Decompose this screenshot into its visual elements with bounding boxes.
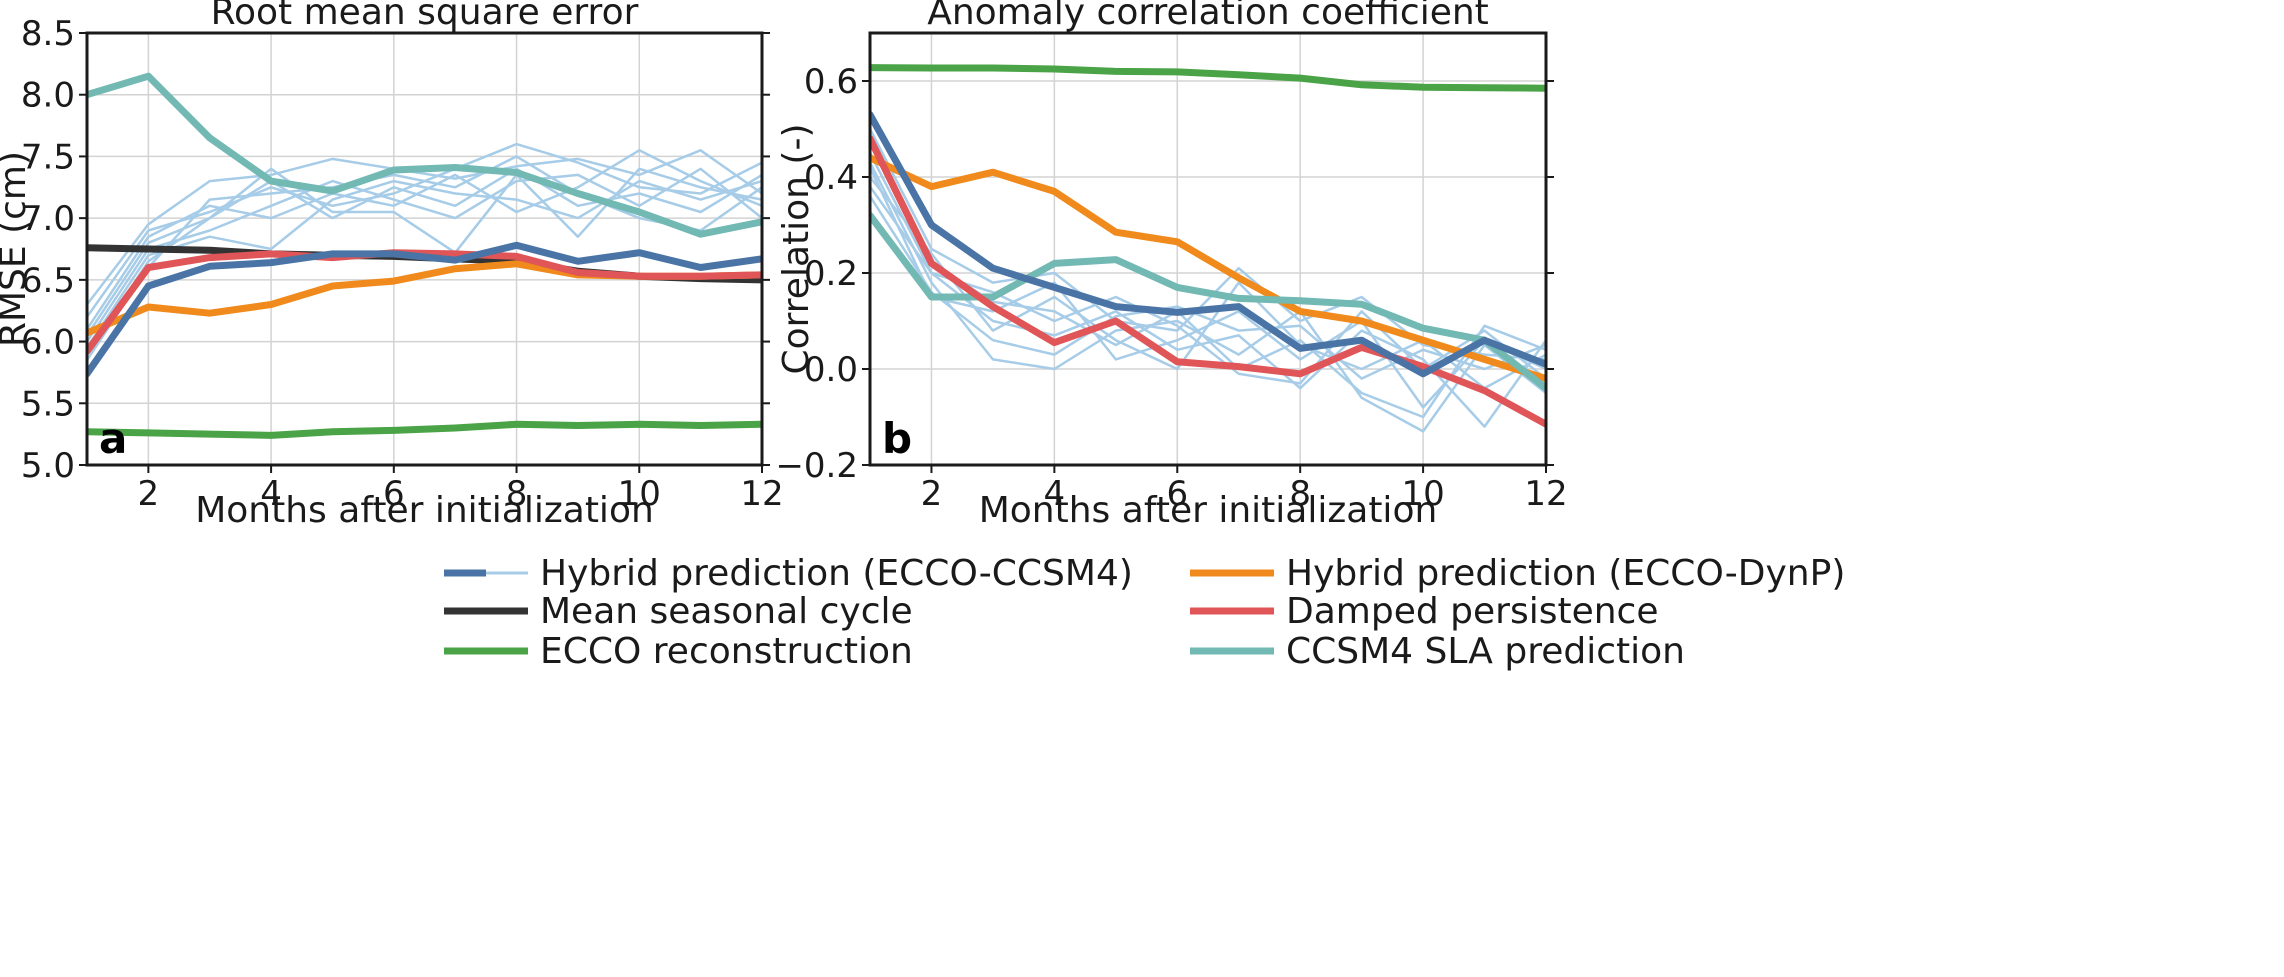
y-tick-label: 6.5 bbox=[21, 261, 75, 301]
legend-item: Hybrid prediction (ECCO-CCSM4) bbox=[444, 553, 1133, 594]
y-axis-title: Correlation (-) bbox=[776, 123, 817, 374]
legend-item: ECCO reconstruction bbox=[444, 631, 913, 672]
ensemble-member-line bbox=[87, 167, 762, 356]
y-tick-label: −0.2 bbox=[775, 446, 858, 486]
x-tick-label: 4 bbox=[1044, 474, 1066, 514]
y-tick-label: 8.0 bbox=[21, 76, 75, 116]
x-tick-label: 12 bbox=[1524, 474, 1567, 514]
legend-item: Damped persistence bbox=[1190, 591, 1658, 632]
y-tick-label: 7.0 bbox=[21, 199, 75, 239]
legend: Hybrid prediction (ECCO-CCSM4) Hybrid pre… bbox=[444, 553, 1845, 672]
y-tick-label: 7.5 bbox=[21, 137, 75, 177]
ensemble-member-line bbox=[87, 155, 762, 362]
x-axis-title: Months after initialization bbox=[195, 490, 654, 531]
legend-label: ECCO reconstruction bbox=[540, 631, 913, 672]
x-tick-label: 8 bbox=[506, 474, 528, 514]
y-axis-title: RMSE (cm) bbox=[0, 151, 34, 347]
series-line-ecco-reconstruction bbox=[870, 64, 1546, 92]
panel-letter: a bbox=[99, 414, 127, 463]
series-line-ccsm4-sla-prediction bbox=[87, 72, 762, 238]
ensemble-member-line bbox=[870, 185, 1546, 385]
legend-label: CCSM4 SLA prediction bbox=[1286, 631, 1685, 672]
ensemble-member-line bbox=[87, 167, 762, 337]
series-line-hybrid-prediction-ecco-ccsm4 bbox=[870, 111, 1546, 378]
legend-label: Hybrid prediction (ECCO-DynP) bbox=[1286, 553, 1845, 594]
series-line-ecco-reconstruction bbox=[87, 420, 762, 439]
y-tick-label: 5.0 bbox=[21, 446, 75, 486]
series-line-damped-persistence bbox=[87, 249, 762, 355]
plot-area bbox=[87, 72, 762, 439]
plot-frame bbox=[868, 31, 1548, 467]
legend-label: Damped persistence bbox=[1286, 591, 1658, 632]
ensemble-member-line bbox=[87, 149, 762, 331]
panel-letter: b bbox=[882, 414, 912, 463]
panel-b-correlation: 2 4 6 8 10 12 −0.2 0.0 0.2 0.4 0.6 Anomaly correlat… bbox=[775, 0, 1567, 531]
ensemble-member-line bbox=[870, 175, 1546, 390]
legend-label: Hybrid prediction (ECCO-CCSM4) bbox=[540, 553, 1133, 594]
series-line-hybrid-prediction-ecco-ccsm4 bbox=[87, 241, 762, 378]
x-tick-label: 10 bbox=[618, 474, 661, 514]
x-tick-label: 4 bbox=[260, 474, 282, 514]
ensemble-member-line bbox=[87, 167, 762, 343]
plot-frame bbox=[85, 31, 764, 467]
y-tick-label: 6.0 bbox=[21, 323, 75, 363]
y-tick-label: 0.6 bbox=[804, 62, 858, 102]
ensemble-member-line bbox=[870, 194, 1546, 380]
series-line-hybrid-prediction-ecco-dynp bbox=[870, 154, 1546, 383]
panel-title: Root mean square error bbox=[211, 0, 639, 33]
y-tick-label: 5.5 bbox=[21, 384, 75, 424]
legend-label: Mean seasonal cycle bbox=[540, 591, 913, 632]
x-tick-label: 6 bbox=[1166, 474, 1188, 514]
y-tick-label: 8.5 bbox=[21, 14, 75, 54]
panel-a-rmse: 2 4 6 8 10 12 5.0 5.5 6.0 6.5 7.0 7.5 8.0 8.5 Root mea… bbox=[0, 0, 784, 531]
x-tick-label: 6 bbox=[383, 474, 405, 514]
x-tick-label: 10 bbox=[1401, 474, 1444, 514]
legend-item: Hybrid prediction (ECCO-DynP) bbox=[1190, 553, 1845, 594]
ensemble-member-line bbox=[87, 179, 762, 349]
plot-area bbox=[870, 64, 1546, 433]
x-axis-title: Months after initialization bbox=[979, 490, 1438, 531]
ensemble-member-line bbox=[870, 161, 1546, 433]
legend-item: Mean seasonal cycle bbox=[444, 591, 913, 632]
x-tick-label: 12 bbox=[740, 474, 783, 514]
y-tick-label: 0.4 bbox=[804, 158, 858, 198]
panel-title: Anomaly correlation coefficient bbox=[927, 0, 1489, 33]
y-tick-label: 0.2 bbox=[804, 254, 858, 294]
x-tick-label: 2 bbox=[138, 474, 160, 514]
y-tick-label: 0.0 bbox=[804, 350, 858, 390]
x-tick-label: 2 bbox=[921, 474, 943, 514]
x-tick-label: 8 bbox=[1289, 474, 1311, 514]
legend-item: CCSM4 SLA prediction bbox=[1190, 631, 1685, 672]
